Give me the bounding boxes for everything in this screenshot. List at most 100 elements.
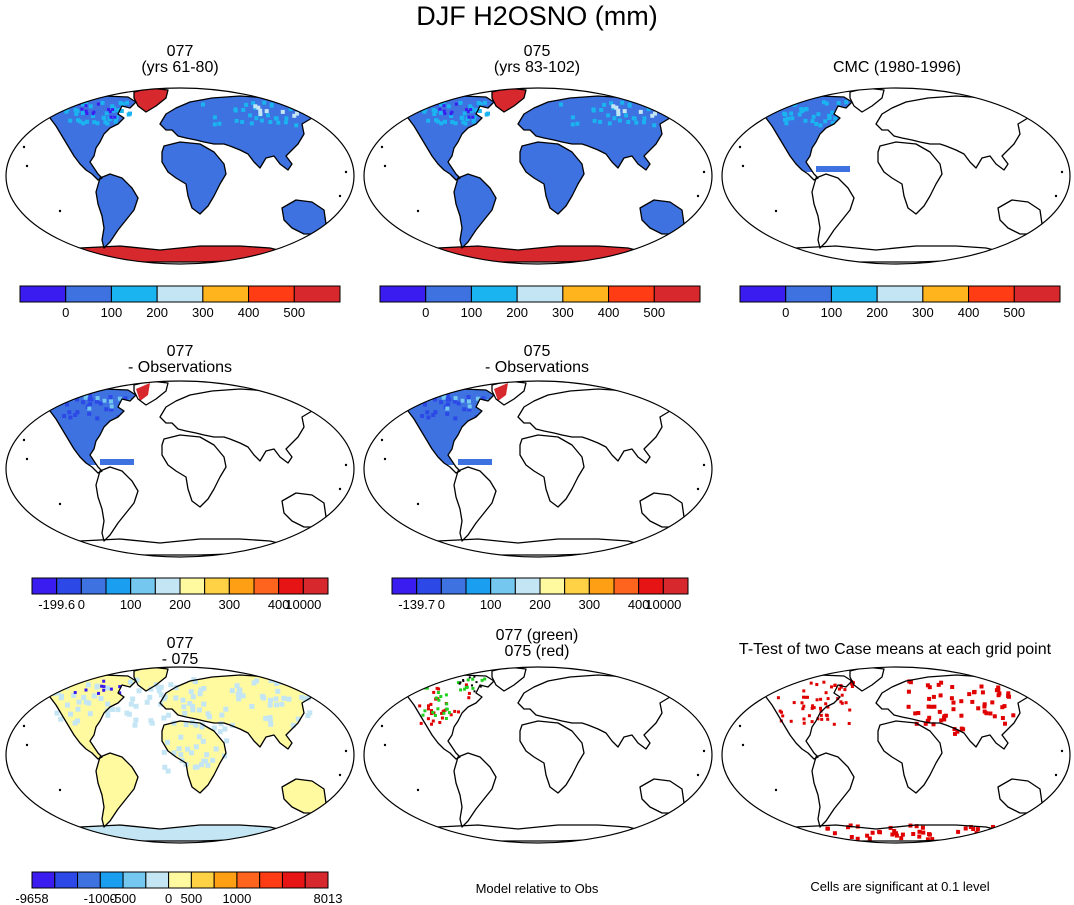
sig-cell-red [1000, 716, 1005, 720]
colorbar-swatch [110, 285, 158, 303]
colorbar-swatch [876, 285, 924, 303]
sig-cell-green [444, 717, 448, 720]
sig-cell-red [925, 718, 930, 723]
snow-cell [468, 104, 473, 109]
diff-cell [147, 694, 153, 700]
sig-cell-red [826, 717, 830, 721]
sig-cell-dark [475, 681, 478, 684]
snow-cell [626, 120, 631, 124]
diff-cell [158, 692, 164, 698]
island-dot [380, 438, 384, 442]
sig-cell-red [430, 709, 433, 713]
sig-cell-red [991, 825, 995, 829]
diff-cell [453, 416, 458, 421]
diff-cell [75, 410, 80, 415]
colorbar-swatch [130, 577, 156, 595]
snow-cell [107, 108, 110, 112]
diff-cell [268, 697, 273, 703]
sig-cell-red [937, 709, 942, 714]
panel-title-077-075: 077 - 075 [75, 636, 285, 668]
colorbar-077-075: -9658 -1000-500 0 500 1000 8013 [15, 871, 342, 905]
panel-title-green-red: 077 (green) 075 (red) [432, 628, 642, 660]
diff-cell [196, 707, 202, 713]
diff-cell [420, 414, 425, 418]
diff-cell [102, 688, 106, 692]
sig-cell-red [440, 711, 444, 715]
sig-cell-red [776, 696, 780, 700]
island-dot [383, 457, 387, 461]
sig-cell-red [822, 680, 826, 684]
snow-cell [467, 115, 471, 119]
sig-cell-green [459, 688, 463, 692]
sig-cell-dark [462, 679, 465, 681]
sig-cell-red [1002, 704, 1007, 709]
sig-cell-dark [458, 682, 461, 685]
colorbar-tick-label: 0 [438, 597, 445, 612]
diff-cell [481, 405, 486, 410]
sig-cell-green [436, 707, 440, 711]
snow-cell [240, 119, 245, 124]
snow-cell [789, 111, 794, 116]
snow-cell [811, 114, 816, 119]
sig-cell-red [1003, 721, 1007, 726]
sig-cell-green [437, 698, 441, 702]
colorbar-tick-label: 300 [218, 597, 240, 612]
snow-cell [606, 113, 611, 118]
coastline-greenland [849, 88, 885, 113]
diff-cell [102, 685, 106, 689]
diff-cell [466, 395, 471, 399]
sig-cell-red [832, 831, 837, 836]
sig-cell-green [442, 711, 446, 715]
snow-cell [611, 104, 616, 109]
diff-cell [124, 710, 130, 716]
snow-cell [461, 120, 466, 125]
colorbar-swatch [213, 871, 238, 889]
sig-cell-red [956, 829, 961, 834]
diff-cell [198, 687, 204, 693]
diff-cell [58, 695, 64, 701]
snow-cell [258, 108, 263, 113]
diff-cell [87, 411, 92, 416]
colorbar-tick-label: 500 [181, 891, 203, 905]
island-dot [25, 164, 29, 168]
snow-cell [783, 112, 788, 117]
diff-cell [123, 405, 128, 410]
panel-title-line: 077 [166, 635, 194, 652]
diff-cell [86, 700, 92, 706]
diff-cell [462, 407, 467, 412]
sig-cell-red [839, 700, 843, 704]
colorbar-tick-label: 200 [529, 597, 551, 612]
diff-cell [133, 703, 139, 709]
sig-cell-red [1001, 680, 1006, 685]
diff-cell [133, 717, 139, 723]
coastline-southAmerica [811, 173, 855, 249]
diff-cell [87, 711, 93, 717]
colorbar-tick-label: 100 [480, 597, 502, 612]
diff-cell [190, 707, 196, 713]
snow-cell [276, 120, 281, 125]
snow-cell [617, 118, 622, 123]
diff-cell [81, 695, 87, 700]
snow-cell [116, 108, 121, 113]
significance-note: Cells are significant at 0.1 level [810, 879, 990, 894]
sig-cell-red [855, 824, 860, 829]
island-dot [741, 743, 745, 747]
sig-cell-dark [473, 675, 476, 678]
colorbar-tick-label: 100 [120, 597, 142, 612]
colorbar-tick-label: 100 [821, 305, 843, 320]
sig-cell-red [810, 720, 814, 724]
snow-cell [598, 119, 603, 124]
sig-cell-red [440, 716, 444, 720]
diff-cell [210, 757, 216, 763]
snow-cell [803, 107, 808, 111]
snow-cell [609, 101, 614, 106]
snow-cell [790, 116, 795, 121]
sig-cell-red [819, 706, 822, 710]
diff-cell [105, 712, 111, 718]
sig-cell-red [982, 702, 987, 707]
diff-cell [65, 402, 69, 407]
diff-cell [273, 696, 279, 702]
sig-cell-red [914, 824, 919, 829]
